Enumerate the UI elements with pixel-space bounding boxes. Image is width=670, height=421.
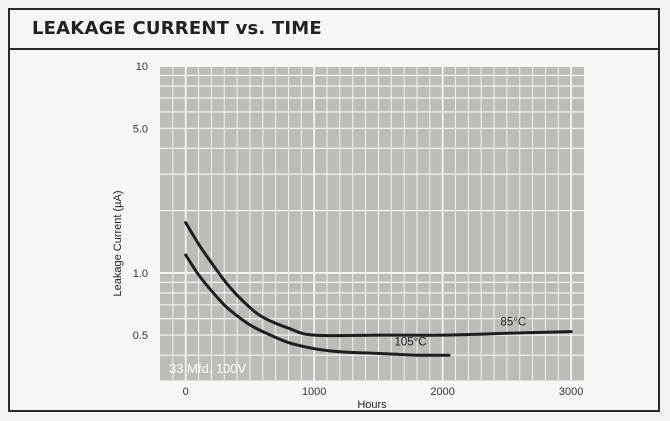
series-line-105c: [184, 253, 451, 357]
y-tick-label: 10: [136, 61, 148, 73]
y-tick-label: 1.0: [133, 268, 148, 280]
x-tick-label: 0: [183, 386, 189, 398]
x-tick-label: 1000: [302, 386, 326, 398]
chart-annotation: 33 Mfd. 100V: [169, 361, 247, 376]
title-bar: LEAKAGE CURRENT vs. TIME: [10, 10, 658, 50]
plot-area: [160, 66, 584, 381]
chart-title: LEAKAGE CURRENT vs. TIME: [32, 18, 322, 39]
series-label-85c: 85°C: [500, 316, 526, 328]
x-tick-label: 3000: [559, 386, 583, 398]
x-tick-label: 2000: [430, 386, 454, 398]
series-label-105c: 105°C: [394, 337, 426, 349]
y-axis-label: Leakage Current (µA): [112, 191, 124, 297]
series-line-85c: [184, 221, 573, 338]
y-tick-label: 5.0: [133, 123, 148, 135]
y-tick-label: 0.5: [133, 330, 148, 342]
x-axis-label: Hours: [357, 399, 387, 411]
